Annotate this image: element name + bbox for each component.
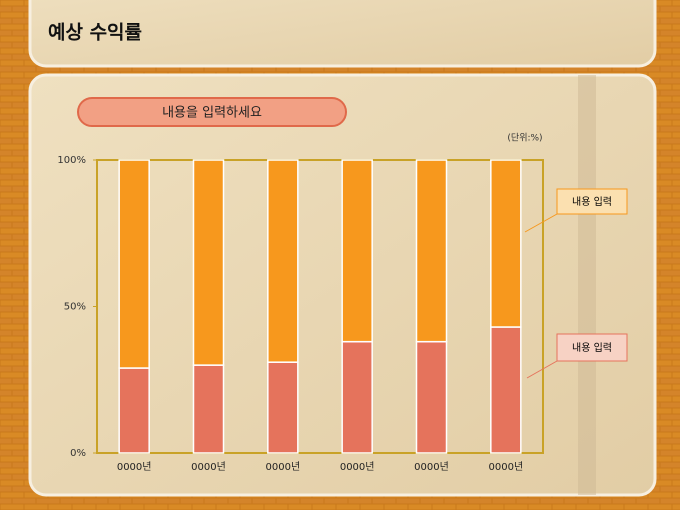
slide-title: 예상 수익률: [48, 22, 142, 44]
legend-label: 내용 입력: [572, 341, 612, 354]
bar-segment: [267, 361, 299, 454]
bar-segment: [490, 326, 522, 454]
bar-segment: [415, 340, 448, 454]
bar-segment: [118, 159, 150, 369]
legend-leader: [524, 213, 558, 233]
decor: [578, 75, 596, 495]
y-tick-label: 0%: [70, 448, 86, 459]
x-tick-label: 0000년: [414, 461, 449, 473]
legend-label: 내용 입력: [572, 195, 612, 208]
x-tick-label: 0000년: [489, 461, 524, 473]
chart-title: 내용을 입력하세요: [162, 106, 262, 121]
y-tick-label: 50%: [64, 302, 86, 313]
bar-segment: [192, 364, 225, 454]
bar-segment: [341, 340, 373, 454]
x-tick-label: 0000년: [191, 461, 226, 473]
subtitle-pill: [77, 97, 347, 127]
bar-segment: [267, 159, 299, 363]
legend-leader: [526, 360, 558, 379]
bar-segment: [341, 159, 373, 343]
title-panel: [28, 0, 657, 68]
x-tick-label: 0000년: [340, 461, 375, 473]
y-tick-label: 100%: [57, 155, 86, 166]
unit-note: (단위:%): [507, 133, 542, 144]
bar-segment: [490, 159, 522, 328]
bar-segment: [192, 159, 225, 366]
legend-box: [556, 188, 628, 215]
bar-segment: [415, 159, 448, 343]
legend-box: [556, 333, 628, 362]
x-tick-label: 0000년: [266, 461, 301, 473]
x-tick-label: 0000년: [117, 461, 152, 473]
bar-segment: [118, 367, 150, 454]
